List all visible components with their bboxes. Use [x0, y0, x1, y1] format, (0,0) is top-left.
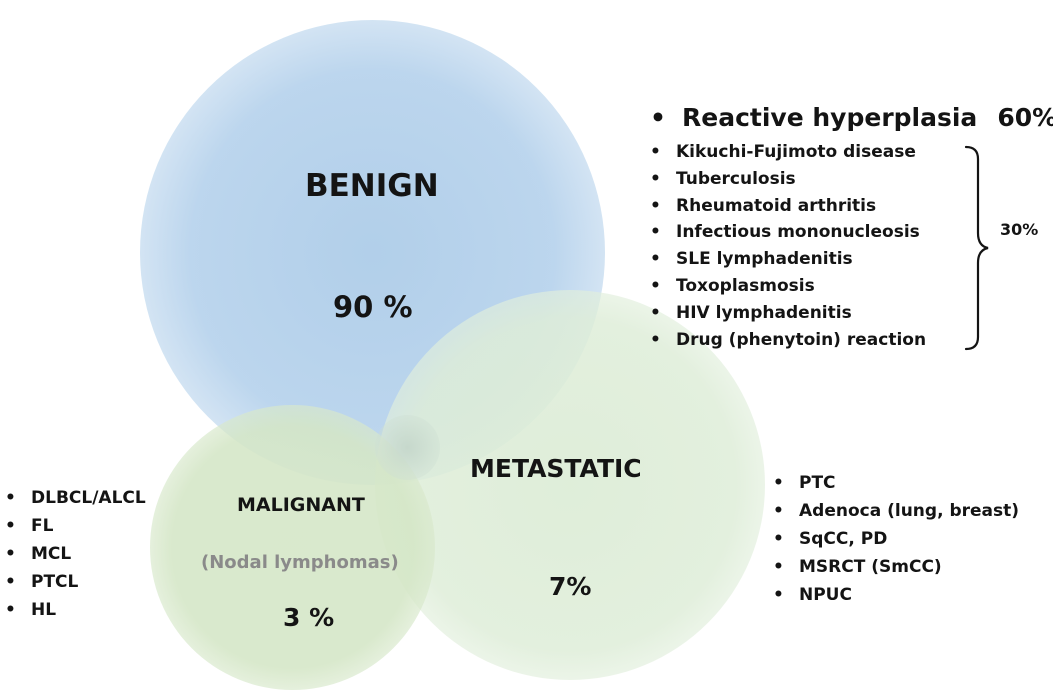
- list-item: • PTC: [773, 469, 1019, 497]
- list-item-label: Toxoplasmosis: [676, 275, 815, 296]
- list-item: • NPUC: [773, 581, 1019, 609]
- list-item-label: MSRCT (SmCC): [799, 557, 942, 577]
- list-item-label: HIV lymphadenitis: [676, 302, 852, 323]
- metastatic-percent: 7%: [549, 572, 592, 601]
- list-item-label: DLBCL/ALCL: [31, 488, 146, 508]
- list-item: • Infectious mononucleosis: [650, 219, 926, 246]
- bullet: •: [773, 529, 784, 549]
- bullet: •: [650, 195, 661, 216]
- list-item: • Tuberculosis: [650, 166, 926, 193]
- bullet: •: [773, 557, 784, 577]
- benign-causes-list: • Kikuchi-Fujimoto disease • Tuberculosis …: [650, 139, 926, 353]
- list-item: • Toxoplasmosis: [650, 273, 926, 300]
- bullet: •: [650, 302, 661, 323]
- list-item: • DLBCL/ALCL: [5, 484, 146, 512]
- bullet: •: [5, 488, 16, 508]
- bullet: •: [650, 329, 661, 350]
- list-item-label: MCL: [31, 544, 72, 564]
- bullet: •: [5, 572, 16, 592]
- list-item-label: Drug (phenytoin) reaction: [676, 329, 927, 350]
- list-item-label: HL: [31, 600, 57, 620]
- list-item: • Rheumatoid arthritis: [650, 193, 926, 220]
- bullet: •: [5, 516, 16, 536]
- bullet: •: [5, 600, 16, 620]
- bullet: •: [773, 473, 784, 493]
- list-item: • MCL: [5, 540, 146, 568]
- list-item-label: Rheumatoid arthritis: [676, 195, 877, 216]
- list-item-label: FL: [31, 516, 54, 536]
- benign-percent: 90 %: [333, 290, 413, 324]
- list-item-label: Adenoca (lung, breast): [799, 501, 1020, 521]
- bullet: •: [650, 168, 661, 189]
- list-item-label: SqCC, PD: [799, 529, 888, 549]
- reactive-hyperplasia-percent: 60%: [997, 103, 1053, 132]
- bullet: •: [773, 585, 784, 605]
- bullet: •: [773, 501, 784, 521]
- malignant-subtitle: (Nodal lymphomas): [201, 552, 399, 573]
- curly-brace-icon: [964, 145, 989, 351]
- list-item-label: Tuberculosis: [676, 168, 796, 189]
- list-item-label: SLE lymphadenitis: [676, 249, 853, 270]
- list-item: • SqCC, PD: [773, 525, 1019, 553]
- list-item-label: NPUC: [799, 585, 852, 605]
- list-item-label: PTCL: [31, 572, 79, 592]
- bullet: •: [650, 249, 661, 270]
- metastatic-title: METASTATIC: [470, 454, 642, 483]
- metastatic-types-list: • PTC • Adenoca (lung, breast) • SqCC, PD •…: [773, 469, 1019, 609]
- list-item: • SLE lymphadenitis: [650, 246, 926, 273]
- list-item: • Kikuchi-Fujimoto disease: [650, 139, 926, 166]
- malignant-title: MALIGNANT: [237, 494, 365, 516]
- list-item: • PTCL: [5, 568, 146, 596]
- reactive-hyperplasia-label: Reactive hyperplasia: [682, 103, 978, 132]
- malignant-percent: 3 %: [283, 603, 335, 632]
- bullet: •: [650, 103, 666, 132]
- benign-causes-percent: 30%: [1000, 220, 1039, 239]
- list-item: • HIV lymphadenitis: [650, 300, 926, 327]
- bullet: •: [650, 275, 661, 296]
- list-item: • Adenoca (lung, breast): [773, 497, 1019, 525]
- bullet: •: [5, 544, 16, 564]
- list-item-label: Infectious mononucleosis: [676, 222, 920, 243]
- list-item: • Drug (phenytoin) reaction: [650, 327, 926, 354]
- benign-title: BENIGN: [305, 168, 439, 204]
- reactive-hyperplasia-heading: • Reactive hyperplasia 60%: [650, 103, 1053, 132]
- bullet: •: [650, 222, 661, 243]
- lymphoma-types-list: • DLBCL/ALCL • FL • MCL • PTCL • HL: [5, 484, 146, 624]
- list-item: • MSRCT (SmCC): [773, 553, 1019, 581]
- list-item: • HL: [5, 596, 146, 624]
- list-item-label: Kikuchi-Fujimoto disease: [676, 142, 916, 162]
- metastatic-circle: [375, 290, 765, 680]
- overlap-center: [375, 415, 440, 480]
- list-item: • FL: [5, 512, 146, 540]
- list-item-label: PTC: [799, 473, 836, 493]
- bullet: •: [650, 142, 661, 162]
